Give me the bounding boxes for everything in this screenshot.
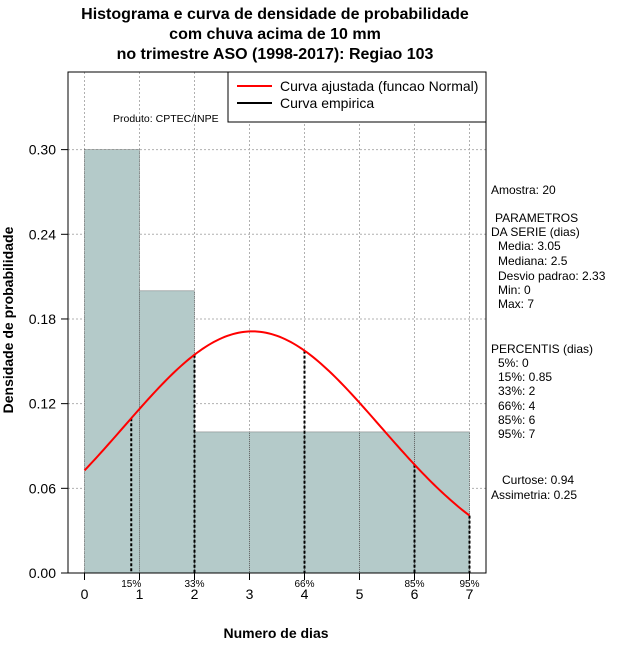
y-tick-label: 0.30 — [29, 142, 56, 158]
stat-min: Min: 0 — [498, 283, 531, 297]
stat-desvio: Desvio padrao: 2.33 — [498, 269, 606, 283]
legend-label-empirical: Curva empirica — [280, 95, 374, 111]
x-tick-label: 6 — [411, 586, 419, 602]
stat-mediana: Mediana: 2.5 — [498, 254, 568, 268]
histogram-bar — [84, 149, 140, 574]
histogram-bar — [249, 431, 305, 574]
normal-fit-curve — [83, 330, 471, 517]
histogram-bar — [414, 431, 470, 574]
histogram-bar — [139, 290, 195, 574]
stat-p85: 85%: 6 — [498, 413, 536, 427]
x-axis-label: Numero de dias — [223, 625, 328, 641]
histogram-bar — [304, 431, 360, 574]
y-tick-label: 0.24 — [29, 226, 56, 242]
percentile-label: 95% — [459, 579, 479, 590]
stat-p15: 15%: 0.85 — [498, 370, 553, 384]
x-tick-label: 4 — [301, 586, 309, 602]
stat-p33: 33%: 2 — [498, 384, 536, 398]
stat-max: Max: 7 — [498, 297, 535, 311]
stat-media: Media: 3.05 — [498, 239, 561, 253]
stat-parametros-title-2: DA SERIE (dias) — [491, 225, 580, 239]
x-tick-label: 2 — [191, 586, 199, 602]
chart-title-line-3: no trimestre ASO (1998-2017): Regiao 103 — [116, 46, 434, 63]
x-tick-label: 3 — [246, 586, 254, 602]
y-axis-label: Densidade de probabilidade — [0, 226, 16, 413]
stat-p95: 95%: 7 — [498, 427, 536, 441]
x-tick-label: 5 — [356, 586, 364, 602]
percentile-label: 33% — [184, 579, 204, 590]
y-tick-label: 0.00 — [29, 565, 56, 581]
stat-p66: 66%: 4 — [498, 399, 536, 413]
chart-title-line-1: Histograma e curva de densidade de proba… — [81, 6, 469, 23]
y-tick-label: 0.18 — [29, 311, 56, 327]
legend-label-normal: Curva ajustada (funcao Normal) — [280, 78, 478, 94]
histogram-bar — [194, 431, 250, 574]
x-tick-label: 7 — [466, 586, 474, 602]
stat-percentis-title: PERCENTIS (dias) — [491, 342, 594, 356]
legend: Curva ajustada (funcao Normal) Curva emp… — [227, 71, 487, 123]
y-tick-label: 0.12 — [29, 396, 56, 412]
percentile-label: 15% — [121, 579, 141, 590]
x-tick-label: 0 — [81, 586, 89, 602]
stat-assimetria: Assimetria: 0.25 — [491, 488, 578, 502]
x-axis: 0 1 2 3 4 5 6 7 — [81, 572, 474, 602]
histogram-bar — [359, 431, 415, 574]
percentile-label: 66% — [294, 579, 314, 590]
stat-p5: 5%: 0 — [498, 356, 529, 370]
y-axis: 0.00 0.06 0.12 0.18 0.24 0.30 — [29, 142, 69, 581]
chart-title-line-2: com chuva acima de 10 mm — [169, 26, 381, 43]
legend-box — [227, 71, 487, 123]
stat-curtose: Curtose: 0.94 — [502, 473, 575, 487]
percentile-markers: 15% 33% 66% 85% 95% — [121, 350, 480, 590]
histogram-bars — [84, 149, 470, 574]
percentile-label: 85% — [404, 579, 424, 590]
stat-parametros-title-1: PARAMETROS — [495, 211, 579, 225]
y-tick-label: 0.06 — [29, 480, 56, 496]
product-annotation: Produto: CPTEC/INPE — [113, 113, 219, 125]
stat-amostra: Amostra: 20 — [491, 183, 556, 197]
x-tick-label: 1 — [136, 586, 144, 602]
